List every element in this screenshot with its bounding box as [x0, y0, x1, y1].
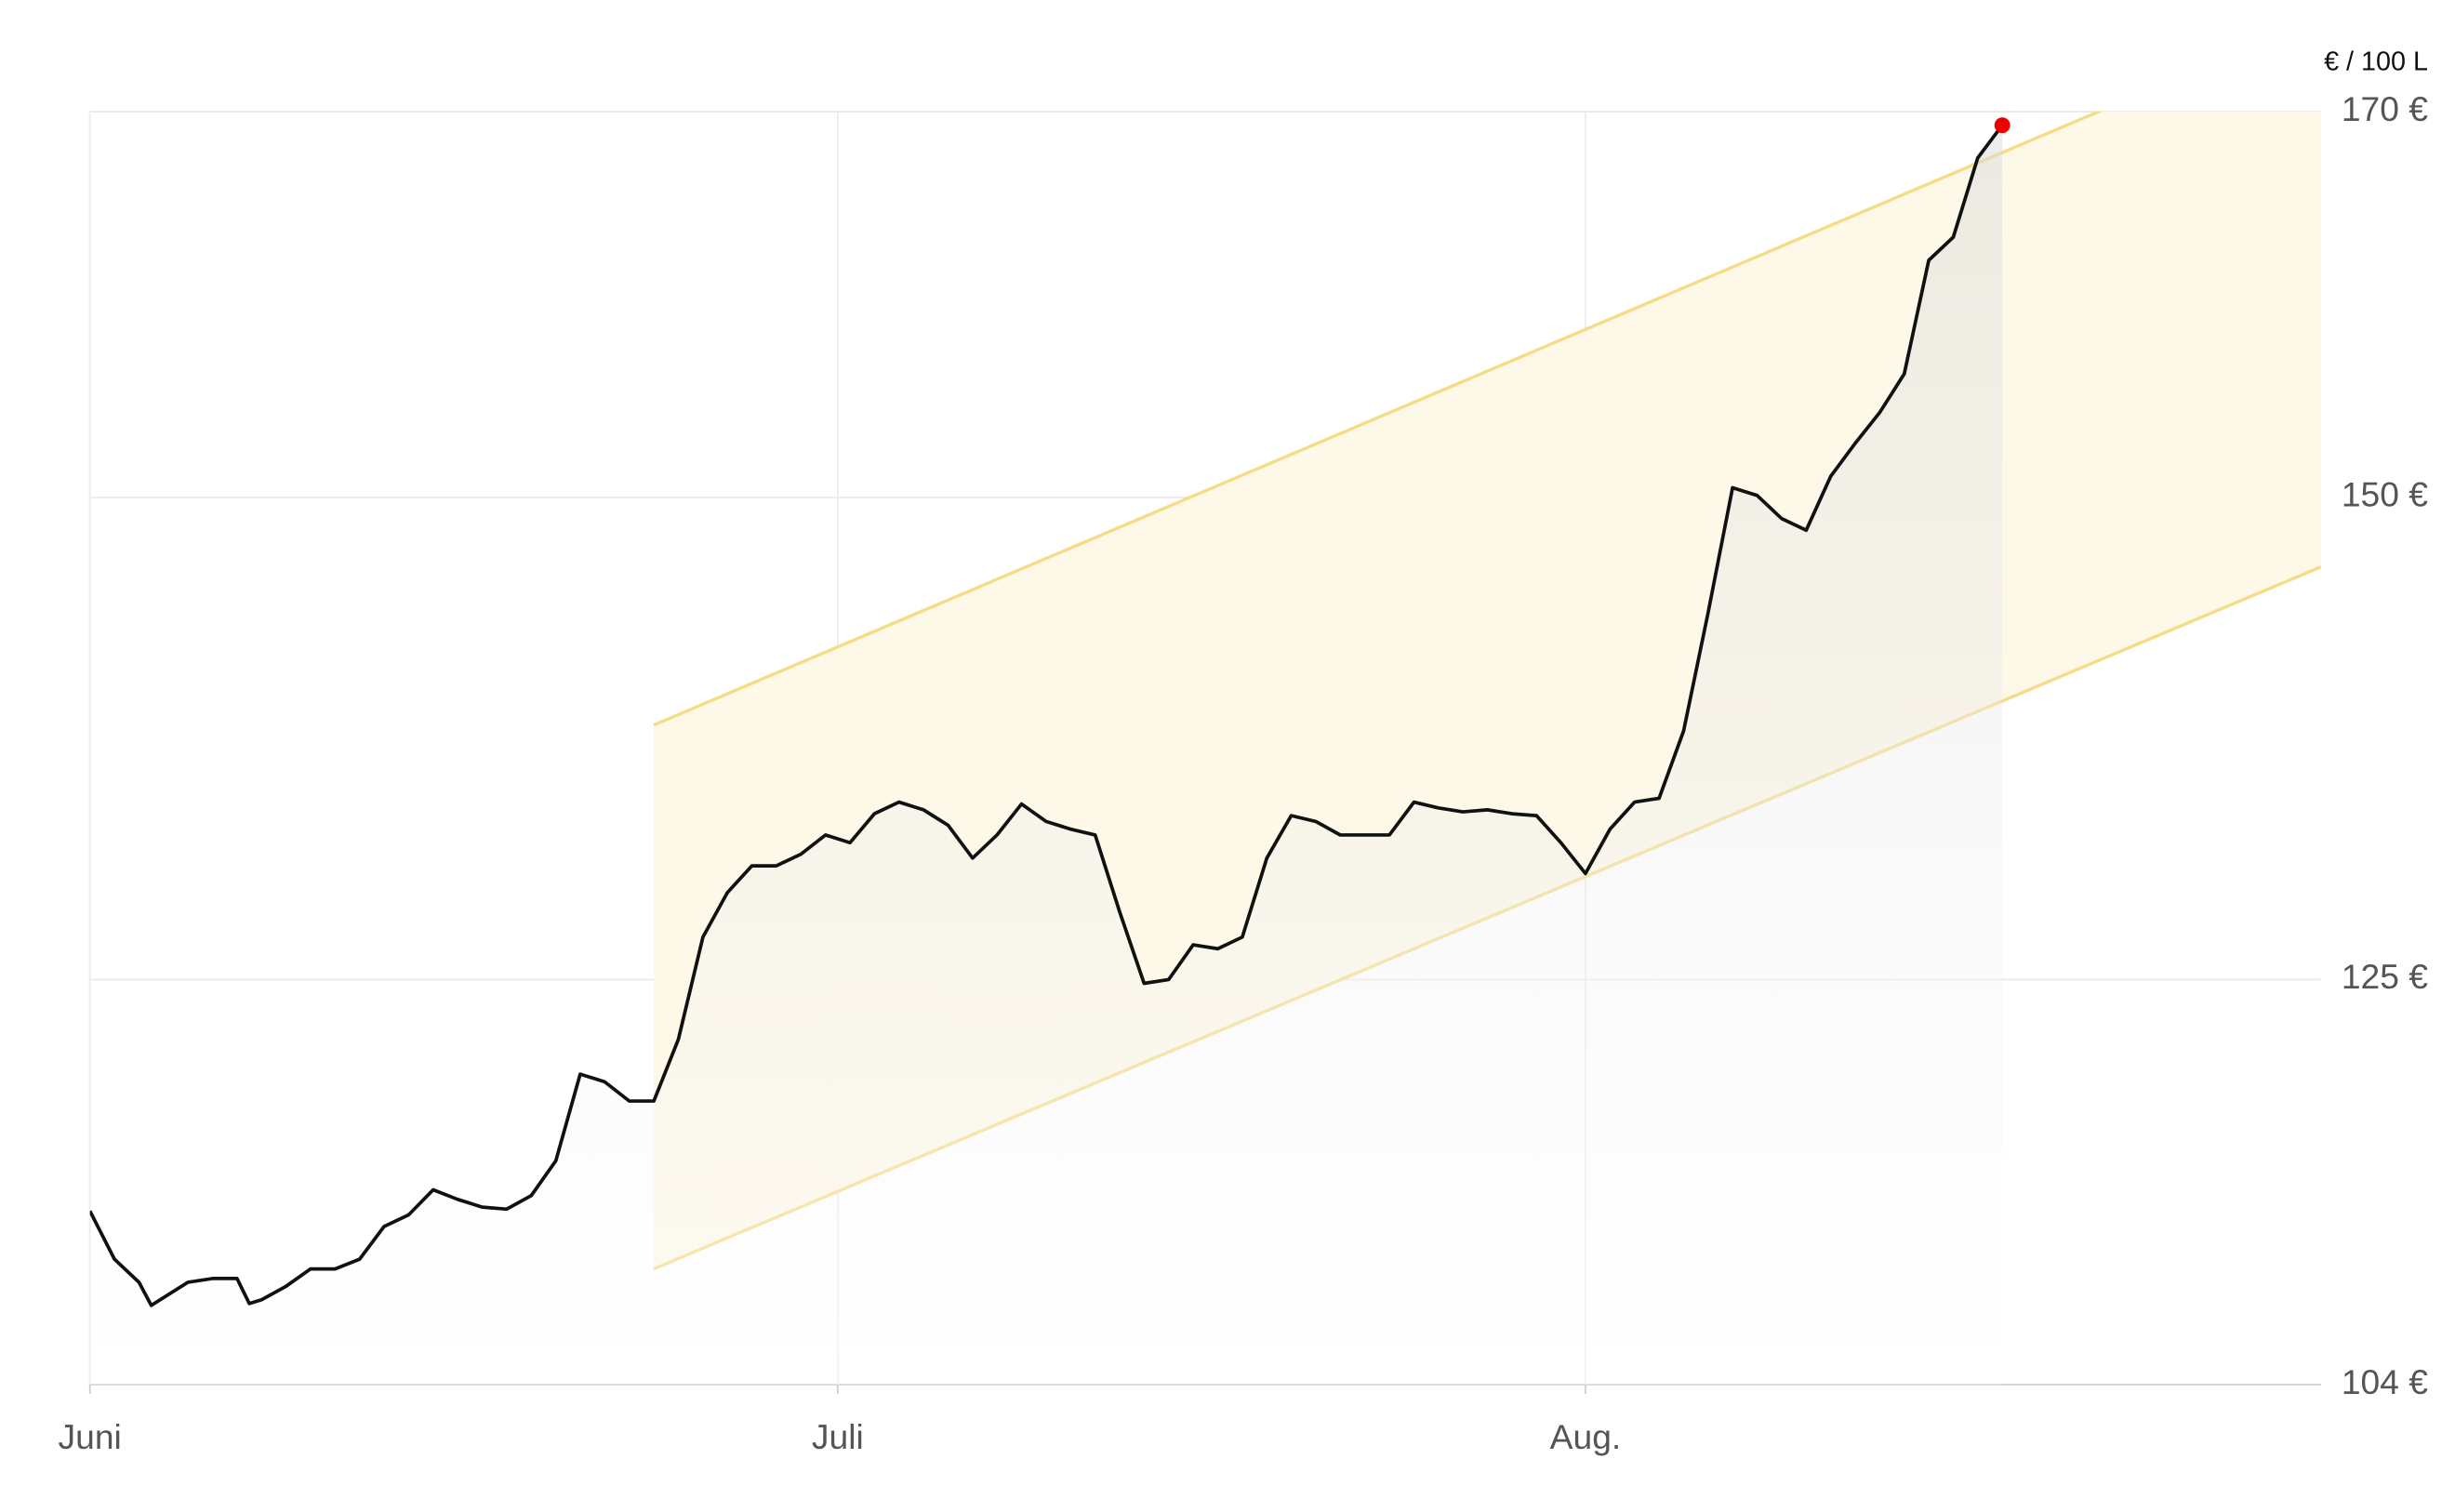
line: [89, 124, 2004, 1307]
x-tick-label: Aug.: [1550, 1417, 1622, 1456]
y-tick-label: 150 €: [2342, 475, 2428, 514]
x-tick-label: Juli: [812, 1417, 864, 1456]
line-area: [89, 125, 2003, 1385]
x-tick-label: Juni: [59, 1417, 122, 1456]
last-point: [1994, 117, 2010, 134]
unit-label: € / 100 L: [2324, 46, 2428, 76]
channel-upper: [653, 112, 2103, 727]
y-tick-label: 125 €: [2342, 957, 2428, 996]
y-tick-label: 104 €: [2342, 1362, 2428, 1401]
y-tick-label: 170 €: [2342, 89, 2428, 128]
plot-area: [89, 112, 2321, 1385]
